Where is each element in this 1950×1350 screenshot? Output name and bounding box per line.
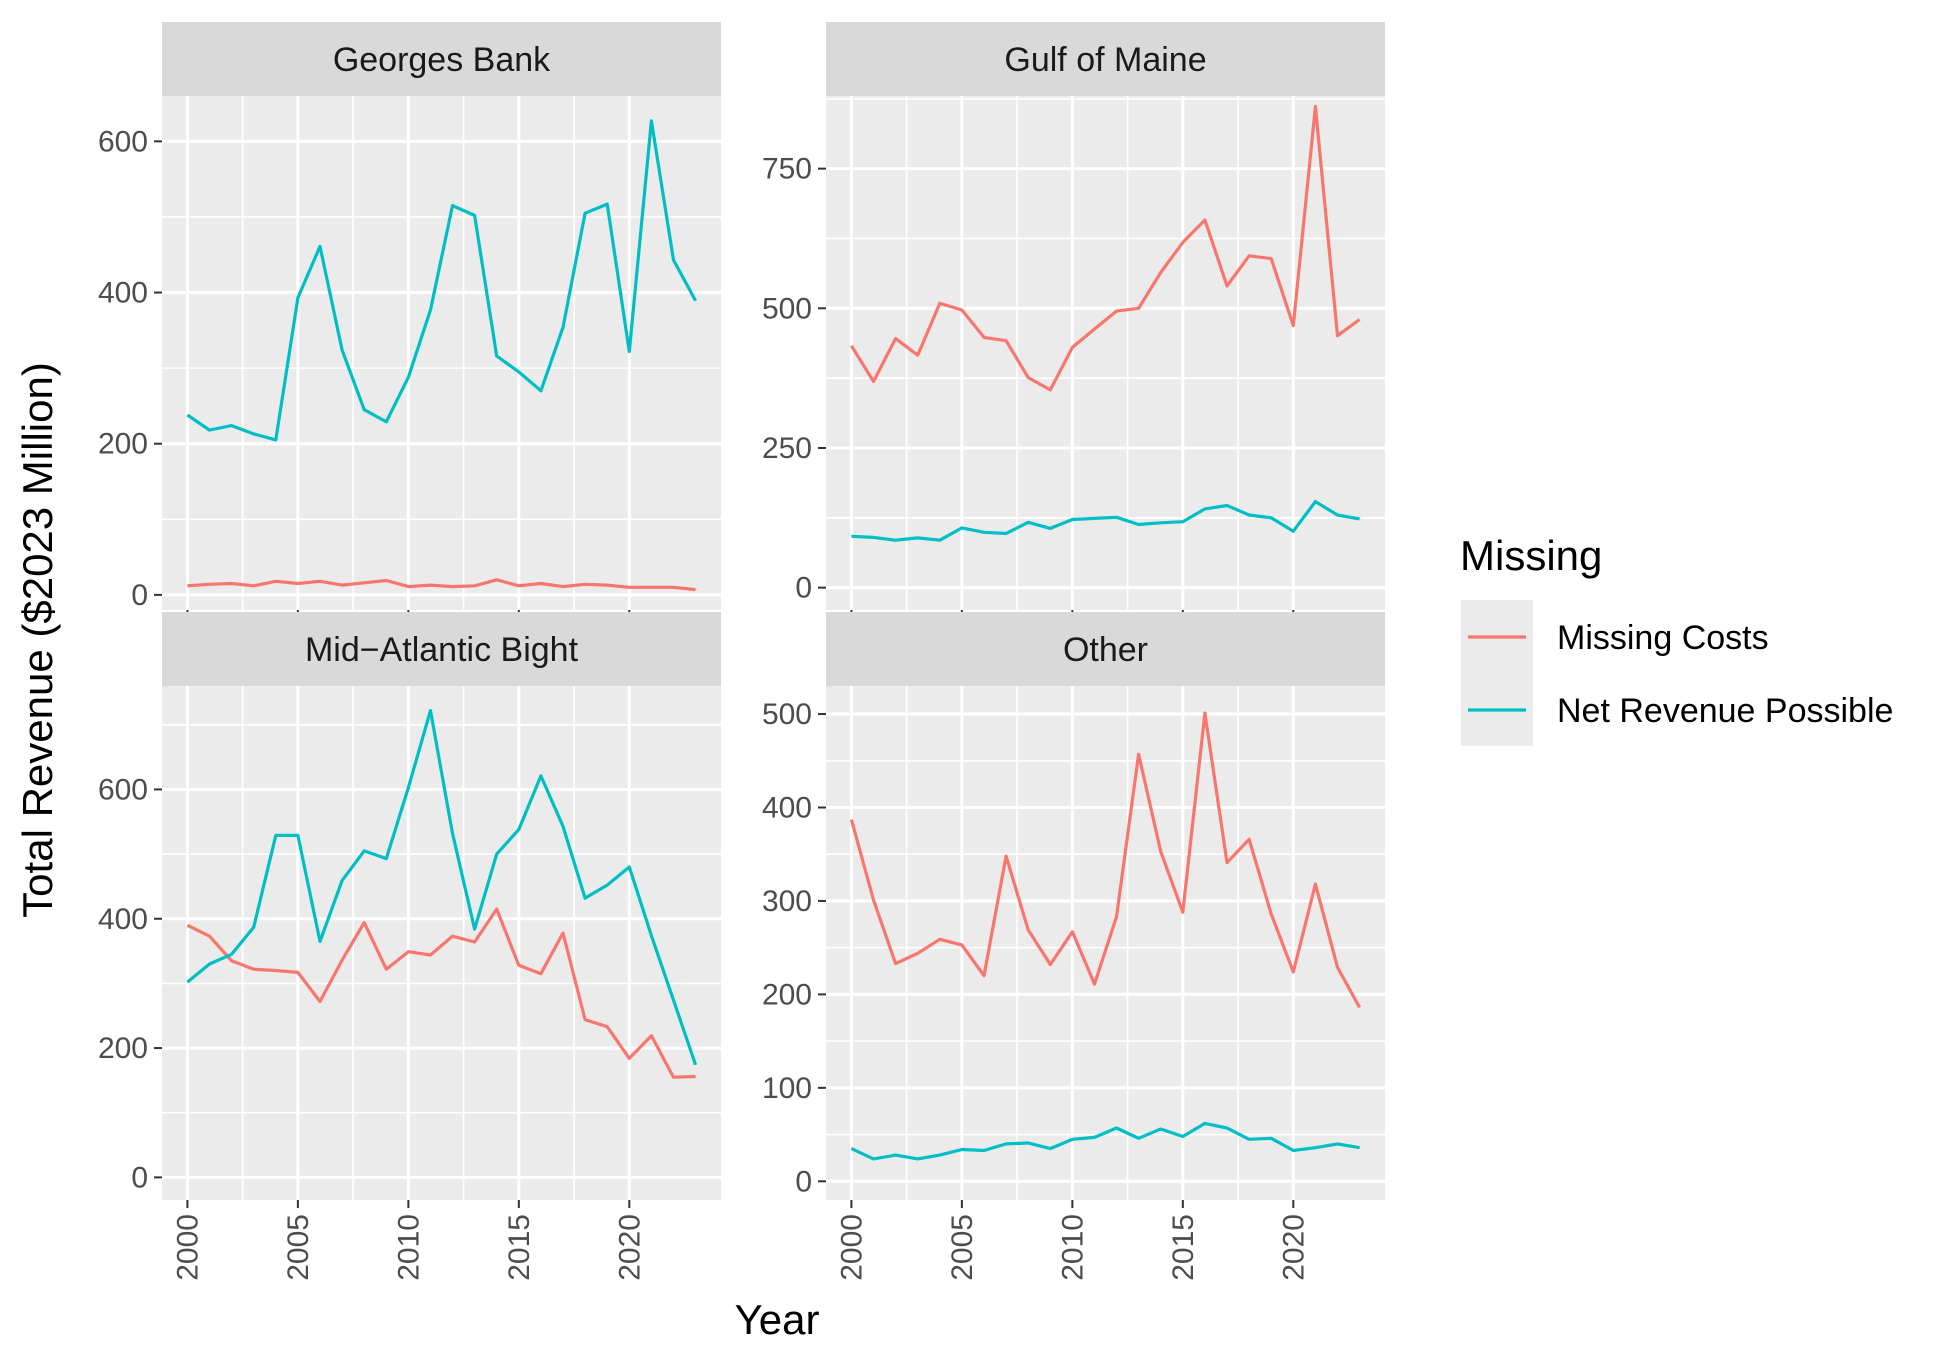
y-tick-label: 0: [131, 1161, 148, 1194]
panel-georges-bank: Georges Bank 0 200 400 600: [98, 22, 721, 618]
y-tick-label: 100: [762, 1072, 812, 1105]
y-tick-label: 500: [762, 698, 812, 731]
y-tick-label: 400: [762, 791, 812, 824]
y-tick-label: 200: [98, 1032, 148, 1065]
legend-entry-missing-costs: Missing Costs: [1468, 619, 1769, 657]
plot-background: [162, 96, 721, 610]
panel-strip: [162, 22, 721, 96]
facet-panels: Georges Bank 0 200 400 600 Gulf of Maine 0 250 5…: [98, 22, 1385, 1281]
series-line-net-revenue-possible: [186, 119, 698, 442]
panel-gulf-of-maine: Gulf of Maine 0 250 500 750: [762, 22, 1385, 618]
legend-label: Net Revenue Possible: [1557, 692, 1893, 730]
series-line-missing-costs: [186, 907, 696, 1079]
x-tick-label: 2000: [835, 1214, 868, 1281]
y-tick-label: 400: [98, 903, 148, 936]
x-tick-label: 2015: [503, 1214, 536, 1281]
panel-strip: [162, 612, 721, 686]
panel-mid-atlantic-bight: Mid−Atlantic Bight 0 200 400 600 2000 2005 2010…: [98, 612, 721, 1281]
legend-key-background: [1461, 600, 1533, 746]
y-tick-label: 400: [98, 277, 148, 310]
series-line-missing-costs: [850, 104, 1361, 392]
panel-title: Gulf of Maine: [1004, 41, 1206, 79]
y-tick-label: 600: [98, 125, 148, 158]
x-tick-label: 2020: [613, 1214, 646, 1281]
legend-entry-net-revenue-possible: Net Revenue Possible: [1468, 692, 1893, 730]
y-tick-label: 250: [762, 432, 812, 465]
y-tick-label: 0: [795, 572, 812, 605]
legend-entries: Missing Costs Net Revenue Possible: [1468, 619, 1893, 730]
y-tick-label: 200: [762, 978, 812, 1011]
y-tick-label: 750: [762, 153, 812, 186]
x-tick-label: 2020: [1277, 1214, 1310, 1281]
plot-background: [826, 96, 1385, 610]
series-line-net-revenue-possible: [851, 500, 1360, 542]
series-line-net-revenue-possible: [850, 1121, 1360, 1161]
y-tick-label: 0: [795, 1165, 812, 1198]
panel-title: Mid−Atlantic Bight: [305, 631, 579, 669]
y-axis-title: Total Revenue ($2023 Million): [14, 362, 61, 918]
x-tick-label: 2005: [282, 1214, 315, 1281]
y-tick-label: 500: [762, 292, 812, 325]
y-tick-label: 300: [762, 885, 812, 918]
y-tick-label: 200: [98, 428, 148, 461]
panel-title: Georges Bank: [333, 41, 551, 79]
x-tick-label: 2010: [392, 1214, 425, 1281]
series-line-missing-costs: [849, 711, 1362, 1009]
x-tick-label: 2000: [171, 1214, 204, 1281]
series-line-net-revenue-possible: [186, 708, 698, 1066]
panel-title: Other: [1063, 631, 1148, 669]
legend-label: Missing Costs: [1557, 619, 1769, 657]
x-tick-label: 2005: [946, 1214, 979, 1281]
legend-title: Missing: [1460, 532, 1602, 579]
x-axis-title: Year: [735, 1296, 820, 1343]
x-tick-label: 2010: [1056, 1214, 1089, 1281]
series-line-missing-costs: [187, 578, 696, 592]
panel-other: Other 0 100 200 300 400 500 2000 2005 2010 2015 202…: [762, 612, 1385, 1281]
y-tick-label: 600: [98, 773, 148, 806]
panel-strip: [826, 612, 1385, 686]
x-tick-label: 2015: [1167, 1214, 1200, 1281]
panel-strip: [826, 22, 1385, 96]
y-tick-label: 0: [131, 579, 148, 612]
legend: Missing Missing Costs Net Revenue Possibl…: [1460, 532, 1893, 746]
